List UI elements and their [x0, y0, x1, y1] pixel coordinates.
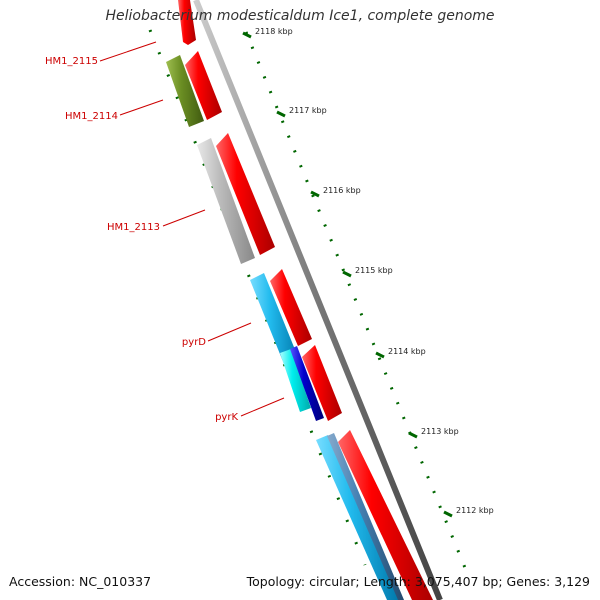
- gene-operon-steel: [327, 433, 404, 600]
- tick-label: 2117 kbp: [289, 106, 327, 115]
- tick-label: 2113 kbp: [421, 427, 459, 436]
- genome-backbone: [193, 0, 443, 600]
- map-title: Heliobacterium modesticaldum Ice1, compl…: [105, 8, 495, 24]
- gene-pyrk-a: [280, 349, 311, 412]
- tick-mark: [408, 431, 418, 439]
- gene-pyrk-b: [290, 346, 324, 421]
- cds-arrow: [338, 430, 433, 600]
- tick-mark: [443, 510, 453, 518]
- gene-label: pyrK: [215, 412, 238, 423]
- gene-labels: HM1_2115 HM1_2114 HM1_2113 pyrD pyrK: [45, 56, 238, 423]
- cds-arrow: [178, 0, 196, 45]
- tick-mark: [310, 190, 320, 198]
- tick-labels: 2118 kbp 2117 kbp 2116 kbp 2115 kbp 2114 kbp…: [255, 27, 494, 515]
- callout-line: [207, 322, 252, 342]
- cds-arrow: [302, 345, 342, 421]
- tick-label: 2115 kbp: [355, 266, 393, 275]
- genome-summary-text: Topology: circular; Length: 3,075,407 bp…: [246, 574, 590, 589]
- callout-line: [119, 99, 164, 116]
- gene-hm1-2114: [166, 55, 204, 127]
- accession-text: Accession: NC_010337: [9, 574, 152, 589]
- gene-label: pyrD: [182, 337, 206, 348]
- callout-line: [162, 209, 206, 227]
- gene-hm1-2113: [197, 138, 255, 264]
- tick-mark: [276, 110, 286, 118]
- tick-label: 2116 kbp: [323, 186, 361, 195]
- cds-arrow: [185, 51, 222, 120]
- gene-operon-cyan: [316, 435, 400, 600]
- tick-label: 2112 kbp: [456, 506, 494, 515]
- tick-mark: [242, 31, 252, 39]
- tick-mark: [375, 351, 385, 359]
- cds-arrow: [216, 133, 275, 255]
- gene-pyrd: [250, 273, 300, 369]
- gene-label: HM1_2113: [107, 222, 160, 233]
- gene-label: HM1_2114: [65, 111, 118, 122]
- tick-marks: [242, 31, 453, 518]
- tick-label: 2118 kbp: [255, 27, 293, 36]
- callout-line: [240, 397, 285, 417]
- tick-mark: [342, 270, 352, 278]
- tick-label: 2114 kbp: [388, 347, 426, 356]
- callout-line: [99, 41, 157, 62]
- cds-arrow: [270, 269, 312, 346]
- gene-label: HM1_2115: [45, 56, 98, 67]
